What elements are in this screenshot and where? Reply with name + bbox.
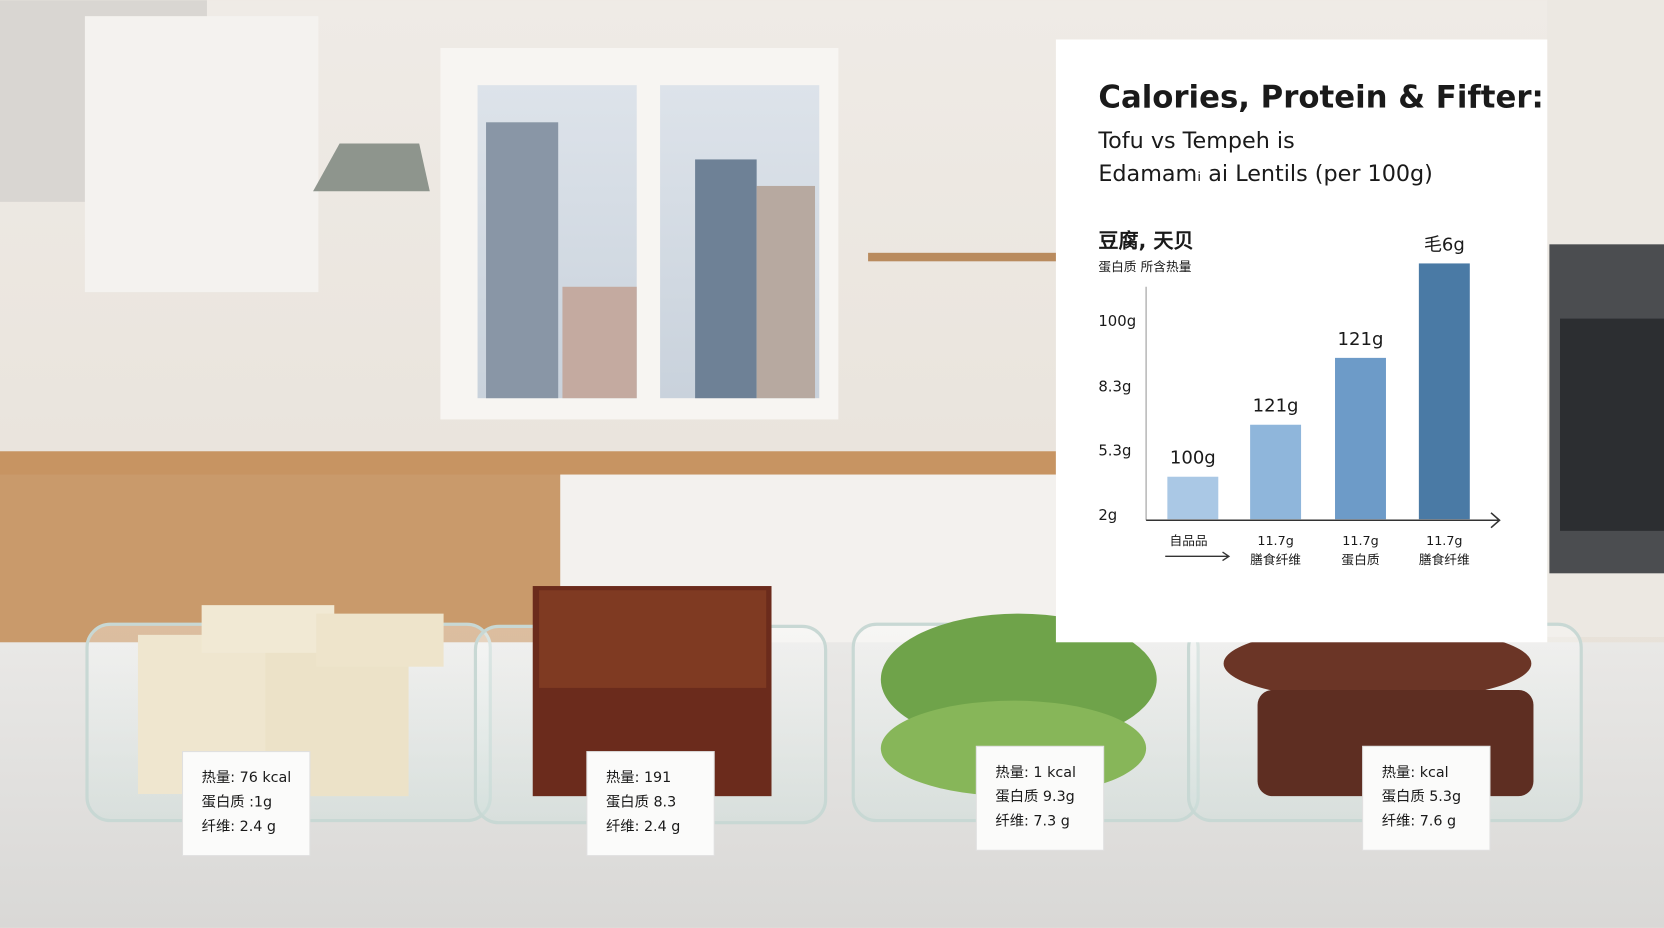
bar-label: 毛6g [1424,234,1465,255]
bar-caption: 11.7g [1426,534,1462,549]
food-card [975,745,1105,851]
bar-caption: 自品品 [1169,534,1207,549]
bar [1335,357,1386,520]
bar-caption: 膳食纤维 [1250,552,1301,568]
food-card-text: 蛋白质 9.3g [995,788,1074,805]
axis-arrow [1490,512,1501,529]
food-card-text: 蛋白质 :1g [202,794,273,811]
y-label: 100g [1098,312,1136,330]
food-cards: 热量: 76 kcal 蛋白质 :1g 纤维: 2.4 g 热量: 191 蛋白质 8.… [182,745,1491,857]
food-card [182,751,311,857]
bar-caption: 蛋白质 [1341,552,1379,568]
food-card [1362,745,1491,851]
food-card-text: 纤维: 7.3 g [995,813,1069,830]
food-card-text: 纤维: 2.4 g [606,818,680,835]
food-card-text: 蛋白质 8.3 [606,794,676,811]
bar-label: 121g [1253,396,1299,417]
y-label: 5.3g [1098,441,1131,459]
panel-subtitle: Edamamᵢ ai Lentils (per 100g) [1098,161,1433,187]
bar [1418,263,1470,520]
food-card-text: 纤维: 2.4 g [202,818,276,835]
y-label: 2g [1098,506,1117,524]
chart-panel: Calories, Protein & Fifter: Tofu vs Temp… [1055,39,1548,643]
bar [1167,476,1219,520]
cn-title: 豆腐, 天贝 [1098,229,1193,253]
food-card-text: 热量: 76 kcal [202,769,292,786]
y-label: 8.3g [1098,378,1131,396]
panel-title: Calories, Protein & Fifter: [1098,79,1543,115]
bar-caption: 膳食纤维 [1419,552,1470,568]
food-card-text: 热量: kcal [1382,764,1449,781]
bar-label: 100g [1170,448,1216,469]
food-card-text: 热量: 1 kcal [995,764,1076,781]
bar-chart: 100g 8.3g 5.3g 2g 100g 自品品 121g 11.7g 膳食纤维 121g 11… [1098,234,1470,568]
cn-subtitle: 蛋白质 所含热量 [1098,259,1191,275]
food-card [586,751,715,857]
food-card-text: 纤维: 7.6 g [1382,813,1456,830]
food-card-text: 热量: 191 [606,769,671,786]
bar-caption: 11.7g [1257,534,1293,549]
food-card-text: 蛋白质 5.3g [1382,788,1461,805]
panel-subtitle: Tofu vs Tempeh is [1097,128,1294,154]
bar-caption: 11.7g [1342,534,1378,549]
caption-arrow [1222,551,1231,562]
bar [1250,424,1302,520]
bar-label: 121g [1338,329,1384,350]
